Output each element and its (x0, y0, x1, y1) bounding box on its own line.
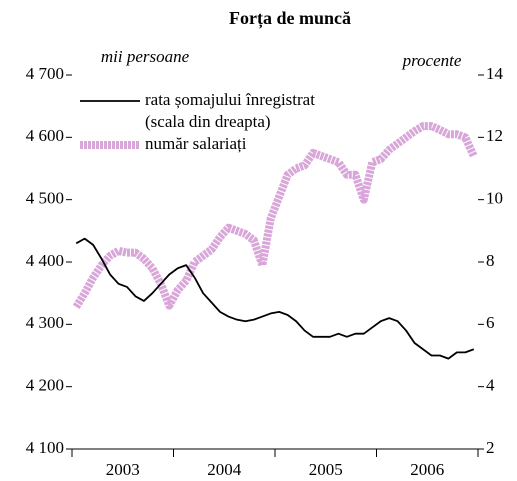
chart-title: Forța de muncă (229, 8, 351, 29)
y2-axis-label: procente (402, 51, 462, 70)
x-tick-label: 2004 (207, 460, 242, 479)
y-tick-label: 4 400 (26, 251, 64, 270)
x-tick-label: 2006 (410, 460, 444, 479)
y2-tick-label: 4 (486, 376, 495, 395)
y-tick-label: 4 100 (26, 438, 64, 457)
legend-label: rata șomajului înregistrat (scala din dre… (145, 90, 315, 131)
y-axis-label: mii persoane (101, 47, 190, 66)
y-tick-label: 4 700 (26, 64, 64, 83)
y-tick-label: 4 300 (26, 313, 64, 332)
series-line (72, 122, 478, 310)
y2-tick-label: 14 (486, 64, 504, 83)
x-tick-label: 2003 (106, 460, 140, 479)
x-tick-label: 2005 (309, 460, 343, 479)
y2-tick-label: 8 (486, 251, 495, 270)
y2-tick-label: 2 (486, 438, 495, 457)
y-tick-label: 4 200 (26, 376, 64, 395)
legend-label: număr salariați (145, 134, 247, 153)
series-line (75, 237, 475, 360)
y-tick-label: 4 500 (26, 189, 64, 208)
y2-tick-label: 12 (486, 126, 503, 145)
y2-tick-label: 6 (486, 313, 495, 332)
y2-tick-label: 10 (486, 189, 503, 208)
y-tick-label: 4 600 (26, 126, 64, 145)
